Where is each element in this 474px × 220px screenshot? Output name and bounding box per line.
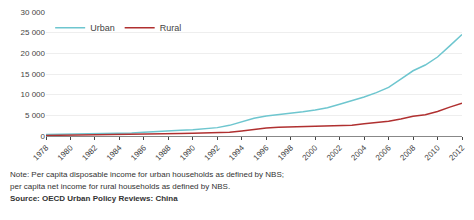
svg-text:1978: 1978	[31, 143, 50, 162]
svg-text:per capita net income for rura: per capita net income for rural househol…	[10, 182, 230, 191]
svg-text:1994: 1994	[227, 143, 246, 162]
svg-text:2006: 2006	[374, 143, 393, 162]
svg-text:Note: Per capita disposable in: Note: Per capita disposable income for u…	[10, 170, 284, 179]
svg-text:1986: 1986	[129, 143, 148, 162]
svg-text:Rural: Rural	[160, 23, 182, 33]
svg-text:1988: 1988	[154, 143, 173, 162]
svg-text:Urban: Urban	[90, 23, 115, 33]
svg-text:2000: 2000	[300, 143, 319, 162]
svg-text:15 000: 15 000	[21, 70, 46, 79]
svg-text:1980: 1980	[56, 143, 75, 162]
svg-text:5 000: 5 000	[25, 111, 46, 120]
svg-text:20 000: 20 000	[21, 49, 46, 58]
svg-text:2010: 2010	[423, 143, 442, 162]
svg-text:10 000: 10 000	[21, 90, 46, 99]
svg-text:2002: 2002	[325, 143, 344, 162]
svg-text:1992: 1992	[203, 143, 222, 162]
svg-text:2012: 2012	[447, 143, 466, 162]
svg-text:2008: 2008	[398, 143, 417, 162]
svg-text:1990: 1990	[178, 143, 197, 162]
svg-text:25 000: 25 000	[21, 28, 46, 37]
svg-text:30 000: 30 000	[21, 8, 46, 17]
svg-text:1996: 1996	[252, 143, 271, 162]
svg-text:1998: 1998	[276, 143, 295, 162]
svg-text:1984: 1984	[105, 143, 124, 162]
svg-text:2004: 2004	[349, 143, 368, 162]
svg-text:0: 0	[41, 132, 46, 141]
svg-text:Source: OECD Urban Policy Revi: Source: OECD Urban Policy Reviews: China	[10, 194, 178, 203]
svg-text:1982: 1982	[80, 143, 99, 162]
